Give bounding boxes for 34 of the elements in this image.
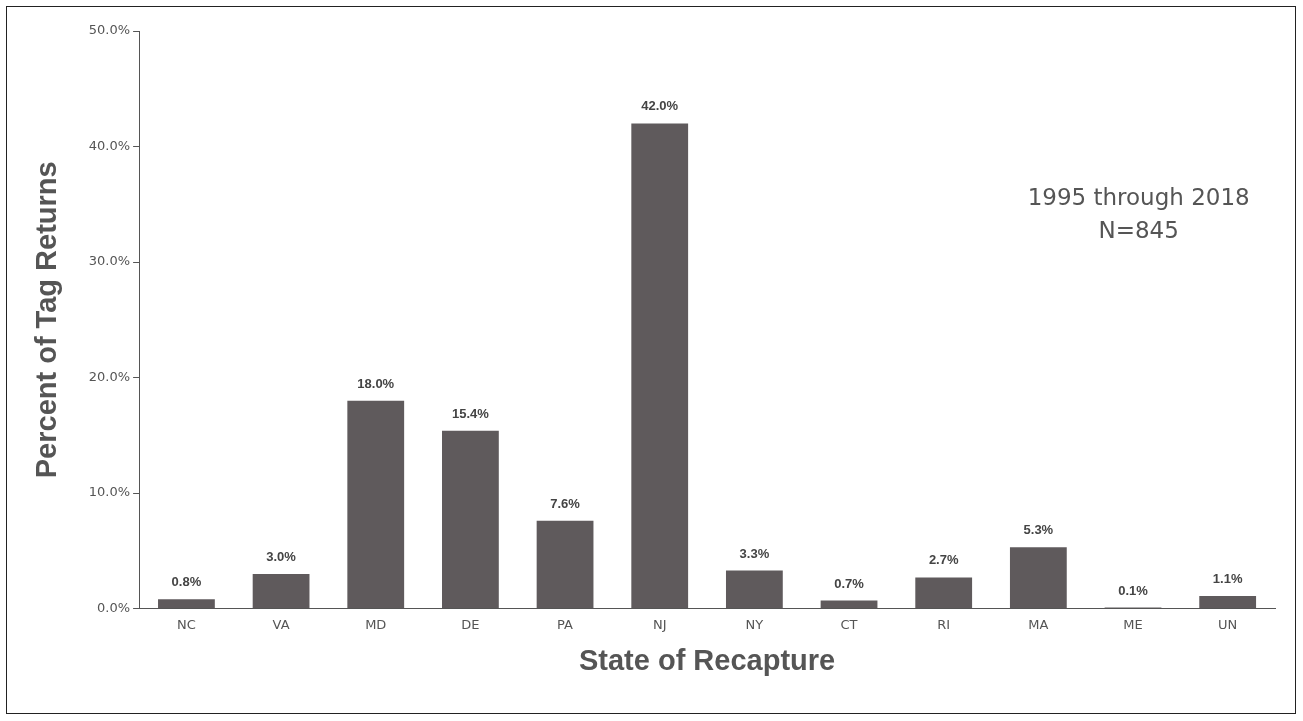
x-tick-label: RI: [937, 616, 951, 632]
y-tick-label: 40.0%: [88, 137, 131, 153]
x-tick-label: UN: [1218, 616, 1238, 632]
annotation: 1995 through 2018: [1027, 183, 1250, 210]
x-axis-title: State of Recapture: [578, 643, 836, 676]
data-label: 42.0%: [641, 98, 679, 114]
y-axis-title: Percent of Tag Returns: [30, 161, 63, 479]
data-label: 3.0%: [266, 549, 297, 565]
annotation: N=845: [1098, 216, 1179, 243]
data-label: 7.6%: [550, 495, 581, 511]
y-tick-label: 10.0%: [88, 484, 131, 500]
y-tick-label: 0.0%: [97, 599, 131, 615]
data-label: 1.1%: [1212, 570, 1243, 586]
x-tick-label: PA: [557, 616, 574, 632]
x-tick-label: ME: [1123, 616, 1143, 632]
x-tick-label: NC: [177, 616, 196, 632]
x-tick-label: DE: [461, 616, 480, 632]
data-label: 15.4%: [451, 405, 490, 421]
x-tick-label: NJ: [652, 616, 667, 632]
y-tick-label: 50.0%: [88, 22, 131, 38]
x-tick-label: NY: [745, 616, 764, 632]
y-tick-label: 30.0%: [88, 253, 131, 269]
data-label: 18.0%: [357, 375, 395, 391]
x-tick-label: MA: [1028, 616, 1049, 632]
y-tick-label: 20.0%: [88, 368, 131, 384]
data-label: 2.7%: [928, 552, 959, 568]
data-label: 5.3%: [1023, 522, 1054, 538]
x-tick-label: CT: [840, 616, 858, 632]
x-tick-label: MD: [365, 616, 387, 632]
data-label: 3.3%: [739, 545, 770, 561]
data-label: 0.8%: [171, 574, 202, 590]
data-label: 0.7%: [834, 575, 865, 591]
data-label: 0.1%: [1118, 582, 1149, 598]
x-tick-label: VA: [272, 616, 290, 632]
